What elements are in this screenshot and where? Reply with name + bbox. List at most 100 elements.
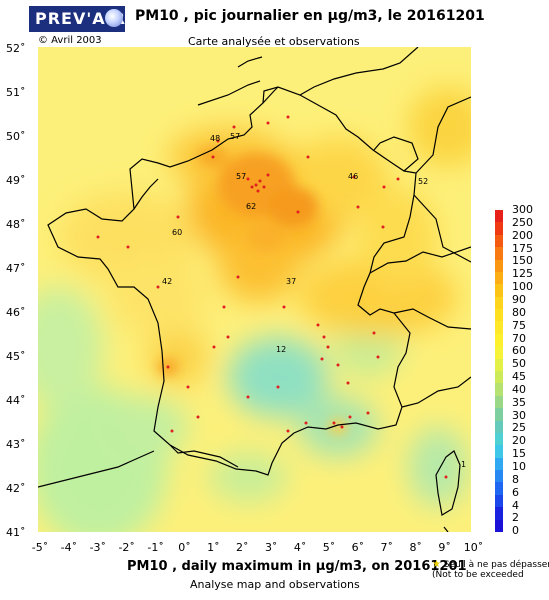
station-labels: 57 48 57 46 52 62 60 42 37 12 1 [162,132,466,469]
colorbar-label: 250 [512,215,533,229]
colorbar-segment [495,445,503,459]
colorbar-label: 80 [512,305,526,319]
colorbar-label: 60 [512,344,526,358]
colorbar-label: 40 [512,382,526,396]
colorbar-segment [495,210,503,223]
colorbar-segment [495,457,503,471]
latitude-label: 52˚ [6,42,26,55]
colorbar-segment [495,494,503,508]
colorbar-label: 2 [512,511,519,525]
colorbar-label: 100 [512,280,533,294]
colorbar-label: 35 [512,395,526,409]
latitude-label: 51˚ [6,86,26,99]
colorbar-segment [495,408,503,422]
longitude-label: -4˚ [60,541,78,554]
longitude-label: 6˚ [351,541,365,554]
colorbar-label: 8 [512,472,519,486]
observation-stations [96,115,448,479]
longitude-label: 9˚ [438,541,451,554]
star-icon: ★ [432,559,441,570]
colorbar-segment [495,519,503,533]
station-label: 1 [461,460,466,469]
colorbar-label: 200 [512,228,533,242]
longitude-label: -1˚ [147,541,164,554]
colorbar-segment [495,482,503,496]
colorbar-label: 45 [512,370,526,384]
latitude-label: 48˚ [6,218,26,231]
longitude-label: 3˚ [264,541,278,554]
colorbar-segment [495,271,503,285]
colorbar [495,210,503,533]
logo-text: PREV'AIR [35,9,126,28]
colorbar-segment [495,395,503,409]
latitude-label: 46˚ [6,306,26,319]
colorbar-label: 125 [512,267,533,281]
colorbar-segment [495,247,503,261]
colorbar-label: 10 [512,460,526,473]
colorbar-segment [495,284,503,298]
latitude-label: 41˚ [6,526,26,539]
colorbar-segment [495,371,503,384]
colorbar-label: 15 [512,447,526,461]
colorbar-label: 30 [512,408,526,422]
prevair-logo: PREV'AIR [29,6,125,32]
colorbar-label: 50 [512,357,526,371]
longitude-label: 2˚ [236,541,249,554]
latitude-label: 42˚ [6,482,26,495]
longitude-label: -5˚ [31,541,49,554]
longitude-label: -2˚ [118,541,135,554]
station-label: 46 [348,172,358,181]
station-label: 12 [276,345,286,354]
pollution-map: 57 48 57 46 52 62 60 42 37 12 1 [38,47,471,532]
longitude-label: 4˚ [293,541,307,554]
colorbar-segment [495,358,503,372]
station-label: 42 [162,277,172,286]
colorbar-segment [495,309,503,322]
colorbar-label: 0 [512,524,519,538]
colorbar-label: 90 [512,292,526,306]
station-label: 57 [230,132,240,141]
colorbar-label: 20 [512,434,526,448]
latitude-label: 47˚ [6,262,26,275]
colorbar-segment [495,259,503,273]
longitude-label: -3˚ [89,541,107,554]
longitude-label: 7˚ [380,541,394,554]
globe-icon [105,9,123,27]
colorbar-label: 150 [512,254,533,268]
station-label: 52 [418,177,428,186]
colorbar-label: 70 [512,331,526,345]
longitude-label: 1˚ [207,541,220,554]
colorbar-segment [495,222,503,236]
longitude-label: 5˚ [322,541,336,554]
colorbar-segment [495,321,503,335]
colorbar-segment [495,333,503,347]
latitude-label: 45˚ [6,350,26,363]
map-title-english: PM10 , daily maximum in µg/m3, on 201612… [127,559,467,574]
latitude-label: 50˚ [6,130,26,143]
map-subtitle: Carte analysée et observations [188,35,360,48]
map-title: PM10 , pic journalier en µg/m3, le 20161… [135,8,485,24]
colorbar-label: 6 [512,485,519,499]
station-label: 57 [236,172,246,181]
colorbar-segment [495,432,503,446]
colorbar-label: 75 [512,318,526,332]
colorbar-label: 25 [512,421,526,435]
threshold-legend: ★ Seuil à ne pas dépasser (Not to be exc… [432,559,549,581]
colorbar-label: 4 [512,498,519,512]
colorbar-segment [495,296,503,310]
station-label: 60 [172,228,182,237]
threshold-note-fr: Seuil à ne pas dépasser [443,560,549,570]
map-subtitle-english: Analyse map and observations [190,578,360,591]
colorbar-segment [495,420,503,434]
longitude-label: 10˚ [463,541,484,554]
station-label: 62 [246,202,256,211]
borders [38,47,471,532]
colorbar-segment [495,470,503,483]
latitude-label: 44˚ [6,394,26,407]
station-label: 48 [210,134,220,143]
map-svg: 57 48 57 46 52 62 60 42 37 12 1 [38,47,471,532]
colorbar-segment [495,507,503,521]
colorbar-segment [495,346,503,360]
colorbar-label: 175 [512,241,533,255]
station-label: 37 [286,277,296,286]
